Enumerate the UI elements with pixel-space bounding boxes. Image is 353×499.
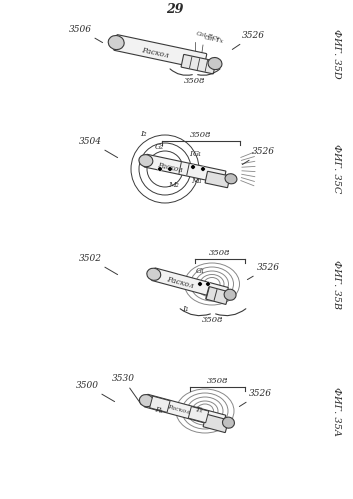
FancyBboxPatch shape: [181, 54, 216, 74]
FancyBboxPatch shape: [144, 394, 226, 428]
Polygon shape: [179, 162, 181, 174]
Text: Раскол: Раскол: [140, 46, 169, 60]
Text: 3508: 3508: [190, 131, 212, 139]
Text: M₁: M₁: [191, 177, 201, 185]
Polygon shape: [190, 56, 192, 68]
Text: M₂: M₂: [168, 181, 178, 189]
Text: 29: 29: [166, 2, 184, 15]
Polygon shape: [206, 287, 209, 299]
Text: ФИГ. 35B: ФИГ. 35B: [333, 259, 341, 308]
Text: Tₓ: Tₓ: [194, 405, 204, 415]
Text: G₁: G₁: [196, 267, 204, 275]
Text: I: I: [190, 150, 192, 158]
FancyBboxPatch shape: [203, 414, 228, 433]
Text: Раскол: Раскол: [157, 161, 183, 175]
Text: 3500: 3500: [76, 381, 115, 402]
Ellipse shape: [222, 417, 234, 428]
Ellipse shape: [108, 35, 124, 49]
Text: 3526: 3526: [247, 263, 280, 279]
Text: 3504: 3504: [78, 137, 118, 158]
Ellipse shape: [139, 395, 153, 407]
Polygon shape: [187, 164, 189, 176]
Text: Раскол: Раскол: [167, 405, 191, 415]
Text: I₂: I₂: [140, 130, 146, 138]
Text: Col-Tx: Col-Tx: [204, 35, 225, 44]
Text: ФИГ. 35D: ФИГ. 35D: [333, 29, 341, 79]
FancyBboxPatch shape: [206, 286, 229, 304]
Ellipse shape: [147, 268, 161, 280]
Ellipse shape: [208, 57, 222, 70]
Text: 3502: 3502: [78, 254, 118, 274]
Circle shape: [168, 167, 172, 171]
Text: Col-Rcv: Col-Rcv: [196, 31, 221, 41]
Circle shape: [158, 167, 162, 171]
FancyBboxPatch shape: [205, 171, 230, 188]
Ellipse shape: [225, 174, 237, 184]
Text: 3506: 3506: [68, 25, 103, 42]
Text: I₁: I₁: [182, 305, 188, 313]
Text: G₁: G₁: [192, 150, 202, 158]
FancyBboxPatch shape: [144, 154, 226, 184]
Text: G₂: G₂: [155, 143, 163, 151]
FancyBboxPatch shape: [114, 35, 207, 69]
FancyBboxPatch shape: [188, 407, 209, 423]
FancyBboxPatch shape: [152, 268, 228, 300]
FancyBboxPatch shape: [150, 396, 170, 412]
Text: ФИГ. 35A: ФИГ. 35A: [333, 387, 341, 436]
Text: 3526: 3526: [239, 389, 271, 407]
Text: 3508: 3508: [184, 77, 206, 85]
Text: 3508: 3508: [207, 377, 228, 385]
Text: 3508: 3508: [202, 316, 224, 324]
Circle shape: [206, 282, 210, 286]
Polygon shape: [197, 58, 200, 70]
Text: ФИГ. 35C: ФИГ. 35C: [333, 144, 341, 194]
Ellipse shape: [139, 155, 153, 167]
Text: 3526: 3526: [232, 31, 264, 49]
Text: Rₓ: Rₓ: [154, 405, 164, 415]
Circle shape: [191, 165, 195, 169]
Circle shape: [198, 282, 202, 286]
Polygon shape: [205, 60, 208, 72]
Text: 3508: 3508: [209, 249, 231, 257]
Ellipse shape: [224, 289, 236, 300]
Text: 3530: 3530: [112, 374, 142, 405]
Circle shape: [201, 167, 205, 171]
Polygon shape: [214, 289, 217, 301]
Text: 3526: 3526: [243, 147, 275, 165]
Text: Раскол: Раскол: [166, 275, 195, 290]
